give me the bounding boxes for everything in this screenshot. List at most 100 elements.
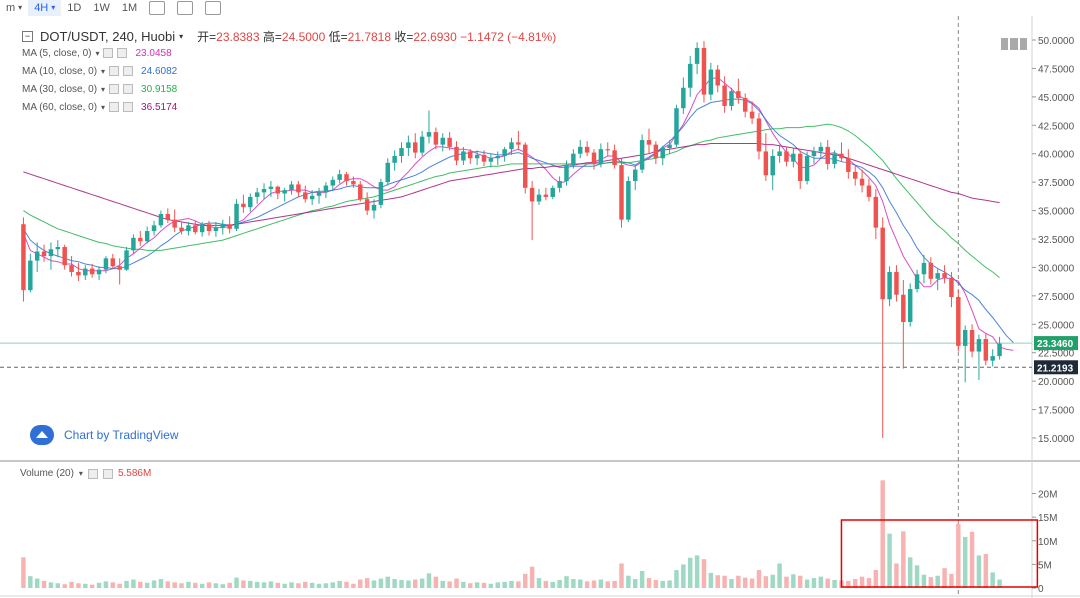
- timeframe-4H[interactable]: 4H ▾: [28, 0, 62, 16]
- ma-legend-row[interactable]: MA (5, close, 0) ▾ 23.0458: [22, 44, 556, 62]
- volume-bar: [626, 575, 631, 588]
- volume-bar: [997, 579, 1002, 588]
- volume-bar: [591, 580, 597, 588]
- candle-body: [605, 149, 610, 151]
- price-tick-label: 42.5000: [1038, 121, 1075, 132]
- close-icon[interactable]: [102, 468, 113, 479]
- candle-body: [866, 185, 872, 197]
- volume-bar: [241, 580, 246, 588]
- collapse-legend-icon[interactable]: −: [22, 30, 33, 42]
- volume-bar: [804, 579, 810, 588]
- close-icon[interactable]: [123, 102, 134, 112]
- volume-bar: [866, 578, 872, 588]
- close-icon[interactable]: [123, 66, 134, 76]
- volume-bar: [715, 575, 720, 588]
- timeframe-1W[interactable]: 1W: [87, 0, 116, 16]
- close-icon[interactable]: [123, 84, 134, 94]
- volume-bar: [151, 580, 157, 588]
- candle-body: [206, 224, 212, 232]
- volume-bar: [103, 581, 109, 588]
- volume-bar: [158, 579, 164, 588]
- candle-body: [894, 271, 899, 295]
- chevron-down-icon[interactable]: ▾: [179, 31, 184, 41]
- symbol-row: − DOT/USDT, 240, Huobi ▾ 开=23.8383 高=24.…: [22, 28, 556, 44]
- tradingview-branding[interactable]: Chart by TradingView: [30, 425, 179, 445]
- candle-body: [825, 146, 830, 164]
- settings-icon[interactable]: [87, 468, 98, 479]
- volume-bar: [254, 581, 260, 588]
- timeframe-m[interactable]: m ▾: [0, 0, 28, 16]
- volume-bar: [708, 572, 714, 588]
- volume-bar: [880, 480, 885, 588]
- candle-body: [653, 144, 659, 159]
- price-tick-label: 37.5000: [1038, 178, 1075, 189]
- candle-body: [846, 158, 851, 172]
- volume-bar: [694, 555, 700, 588]
- settings-icon[interactable]: [109, 102, 120, 112]
- candle-body: [110, 258, 116, 267]
- settings-icon[interactable]: [109, 84, 120, 94]
- candle-body: [303, 192, 308, 200]
- volume-bar: [426, 573, 432, 588]
- ma-legend-row[interactable]: MA (30, close, 0) ▾ 30.9158: [22, 80, 556, 98]
- volume-bar: [199, 583, 205, 588]
- candle-body: [997, 343, 1002, 357]
- candle-body: [550, 187, 555, 197]
- candle-body: [708, 69, 714, 95]
- candle-body: [124, 250, 129, 270]
- candle-body: [914, 274, 920, 290]
- candle-body: [419, 136, 425, 153]
- candle-body: [983, 339, 989, 361]
- branding-text: Chart by TradingView: [64, 428, 179, 442]
- volume-bar: [578, 579, 583, 588]
- volume-bar: [612, 580, 617, 588]
- candle-body: [213, 227, 219, 232]
- settings-icon[interactable]: [177, 1, 194, 15]
- chevron-down-icon[interactable]: ▾: [78, 469, 83, 478]
- volume-bar: [852, 579, 858, 588]
- volume-bar: [186, 581, 191, 588]
- candle-body: [736, 91, 741, 98]
- candle-body: [516, 142, 521, 145]
- volume-bar: [76, 583, 81, 588]
- camera-icon[interactable]: [205, 1, 222, 15]
- candle-body: [633, 169, 638, 182]
- indicator-icon[interactable]: [149, 1, 166, 15]
- volume-bar: [21, 557, 26, 588]
- close-icon[interactable]: [117, 48, 128, 58]
- timeframe-1D[interactable]: 1D: [61, 0, 87, 16]
- candle-body: [818, 146, 824, 152]
- candle-body: [969, 329, 975, 352]
- chevron-down-icon[interactable]: ▾: [95, 48, 100, 58]
- chevron-down-icon[interactable]: ▾: [101, 84, 106, 94]
- ma-legend-row[interactable]: MA (10, close, 0) ▾ 24.6082: [22, 62, 556, 80]
- volume-bar: [433, 576, 439, 588]
- candle-body: [495, 155, 500, 159]
- volume-bar: [639, 570, 645, 588]
- chevron-down-icon[interactable]: ▾: [101, 66, 106, 76]
- scale-mode-icon[interactable]: [1001, 38, 1027, 50]
- volume-bar: [165, 581, 171, 588]
- candle-body: [674, 108, 679, 145]
- ma-legend-row[interactable]: MA (60, close, 0) ▾ 36.5174: [22, 98, 556, 116]
- candle-body: [34, 251, 40, 261]
- volume-bar: [633, 579, 638, 588]
- ma-label: MA (60, close, 0): [22, 101, 98, 113]
- candle-body: [138, 237, 143, 242]
- volume-bar: [461, 581, 466, 588]
- change-value: −1.1472 (−4.81%): [460, 29, 557, 44]
- candle-body: [468, 151, 473, 159]
- timeframe-1M[interactable]: 1M: [116, 0, 143, 16]
- candle-body: [165, 213, 171, 220]
- price-tick-label: 47.5000: [1038, 64, 1075, 75]
- settings-icon[interactable]: [103, 48, 114, 58]
- volume-bar: [962, 536, 968, 588]
- volume-bar: [234, 577, 239, 588]
- candle-body: [557, 181, 562, 188]
- settings-icon[interactable]: [109, 66, 120, 76]
- chevron-down-icon[interactable]: ▾: [101, 102, 106, 112]
- volume-bar: [729, 579, 734, 588]
- volume-bar: [316, 583, 322, 588]
- volume-bar: [935, 575, 940, 588]
